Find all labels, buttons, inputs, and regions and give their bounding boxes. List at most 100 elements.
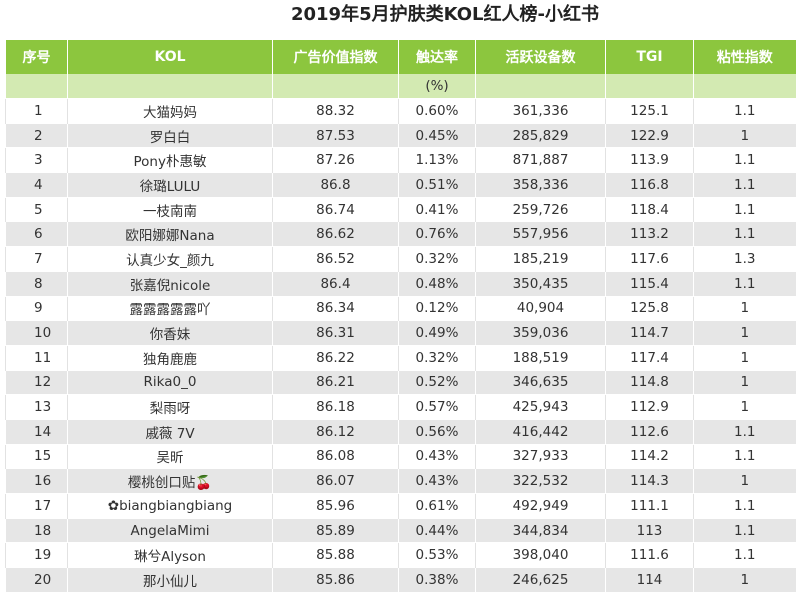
table-row: 9 露露露露露吖 86.34 0.12% 40,904 125.8 1 <box>5 295 796 321</box>
cell: 114 <box>605 567 694 592</box>
cell: 18 <box>5 517 68 543</box>
cell: 114.7 <box>605 320 694 346</box>
cell: 113.9 <box>605 147 694 173</box>
cell: 111.6 <box>605 542 694 568</box>
cell <box>475 74 606 99</box>
cell: 86.31 <box>272 320 399 346</box>
header-cell: 粘性指数 <box>693 40 796 74</box>
cell: 樱桃创口贴🍒 <box>67 468 273 494</box>
table-row: 17 ✿biangbiangbiang 85.96 0.61% 492,949 111.1… <box>5 493 796 519</box>
cell: 吴昕 <box>67 443 273 469</box>
cell: 0.32% <box>398 246 476 272</box>
page: {"title": "2019年5月护肤类KOL红人榜-小红书", "table… <box>5 4 796 592</box>
cell: 0.12% <box>398 295 476 321</box>
cell: 346,635 <box>475 369 606 395</box>
cell: 张嘉倪nicole <box>67 270 273 296</box>
cell: 86.08 <box>272 443 399 469</box>
cell: 1.1 <box>693 542 796 568</box>
table-row: 13 梨雨呀 86.18 0.57% 425,943 112.9 1 <box>5 394 796 420</box>
cell: 188,519 <box>475 344 606 371</box>
table-row: 3 Pony朴惠敏 87.26 1.13% 871,887 113.9 1.1 <box>5 147 796 173</box>
cell: 1 <box>693 567 796 592</box>
cell: 40,904 <box>475 295 606 321</box>
cell: 罗白白 <box>67 122 273 148</box>
cell: 0.53% <box>398 542 476 568</box>
cell: 19 <box>5 542 68 568</box>
cell: 86.22 <box>272 344 399 371</box>
cell: 285,829 <box>475 122 606 148</box>
cell: 5 <box>5 196 68 222</box>
cell: 0.45% <box>398 122 476 148</box>
cell: 116.8 <box>605 172 694 198</box>
cell: 111.1 <box>605 493 694 519</box>
cell <box>5 74 68 99</box>
cell: 1 <box>693 394 796 420</box>
cell: 1.1 <box>693 270 796 296</box>
cell: 358,336 <box>475 172 606 198</box>
cell: 1.1 <box>693 196 796 222</box>
table-row: 8 张嘉倪nicole 86.4 0.48% 350,435 115.4 1.1 <box>5 270 796 296</box>
cell: 113.2 <box>605 221 694 247</box>
cell: 1.1 <box>693 172 796 198</box>
cell: 14 <box>5 418 68 445</box>
cell: 1.3 <box>693 246 796 272</box>
cell: 88.32 <box>272 98 399 124</box>
cell: 114.2 <box>605 443 694 469</box>
cell: 1.13% <box>398 147 476 173</box>
cell: 85.88 <box>272 542 399 568</box>
cell: 琳兮Alyson <box>67 542 273 568</box>
cell: 9 <box>5 295 68 321</box>
cell: 86.74 <box>272 196 399 222</box>
cell: 你香妹 <box>67 320 273 346</box>
cell: 113 <box>605 517 694 543</box>
cell: 0.56% <box>398 418 476 445</box>
cell: Rika0_0 <box>67 369 273 395</box>
cell: 1 <box>693 122 796 148</box>
cell: 1 <box>693 320 796 346</box>
cell: 115.4 <box>605 270 694 296</box>
table-row: 12 Rika0_0 86.21 0.52% 346,635 114.8 1 <box>5 369 796 395</box>
table-row: 10 你香妹 86.31 0.49% 359,036 114.7 1 <box>5 320 796 346</box>
cell: 0.41% <box>398 196 476 222</box>
table-row: 19 琳兮Alyson 85.88 0.53% 398,040 111.6 1.1 <box>5 542 796 568</box>
cell: 1 <box>5 98 68 124</box>
cell: 114.3 <box>605 468 694 494</box>
cell: 398,040 <box>475 542 606 568</box>
cell <box>67 74 273 99</box>
cell: 416,442 <box>475 418 606 445</box>
title: 2019年5月护肤类KOL红人榜-小红书 <box>290 4 599 25</box>
cell: 0.49% <box>398 320 476 346</box>
cell: 大猫妈妈 <box>67 98 273 124</box>
unit-label: (%) <box>398 74 476 99</box>
cell: 359,036 <box>475 320 606 346</box>
cell: 350,435 <box>475 270 606 296</box>
table-row: 18 AngelaMimi 85.89 0.44% 344,834 113 1.1 <box>5 517 796 543</box>
cell <box>272 74 399 99</box>
cell: AngelaMimi <box>67 517 273 543</box>
cell: 0.57% <box>398 394 476 420</box>
cell: 122.9 <box>605 122 694 148</box>
table-row: 14 戚薇 7V 86.12 0.56% 416,442 112.6 1.1 <box>5 418 796 445</box>
cell: 118.4 <box>605 196 694 222</box>
cell: 86.62 <box>272 221 399 247</box>
cell: 0.44% <box>398 517 476 543</box>
cell: 86.4 <box>272 270 399 296</box>
cell: 557,956 <box>475 221 606 247</box>
cell: 86.18 <box>272 394 399 420</box>
cell: 认真少女_颜九 <box>67 246 273 272</box>
cell: 2 <box>5 122 68 148</box>
cell: 87.26 <box>272 147 399 173</box>
cell: 13 <box>5 394 68 420</box>
header-cell: TGI <box>605 40 694 74</box>
cell: 117.4 <box>605 344 694 371</box>
table-row: 16 樱桃创口贴🍒 86.07 0.43% 322,532 114.3 1 <box>5 468 796 494</box>
table-head: 序号 KOL 广告价值指数 触达率 活跃设备数 TGI 粘性指数 (%) <box>5 40 796 99</box>
table-row: 4 徐璐LULU 86.8 0.51% 358,336 116.8 1.1 <box>5 172 796 198</box>
cell: 0.76% <box>398 221 476 247</box>
cell: 246,625 <box>475 567 606 592</box>
cell: 85.86 <box>272 567 399 592</box>
cell: 1 <box>693 468 796 494</box>
cell: 112.6 <box>605 418 694 445</box>
cell: 871,887 <box>475 147 606 173</box>
cell: 0.51% <box>398 172 476 198</box>
